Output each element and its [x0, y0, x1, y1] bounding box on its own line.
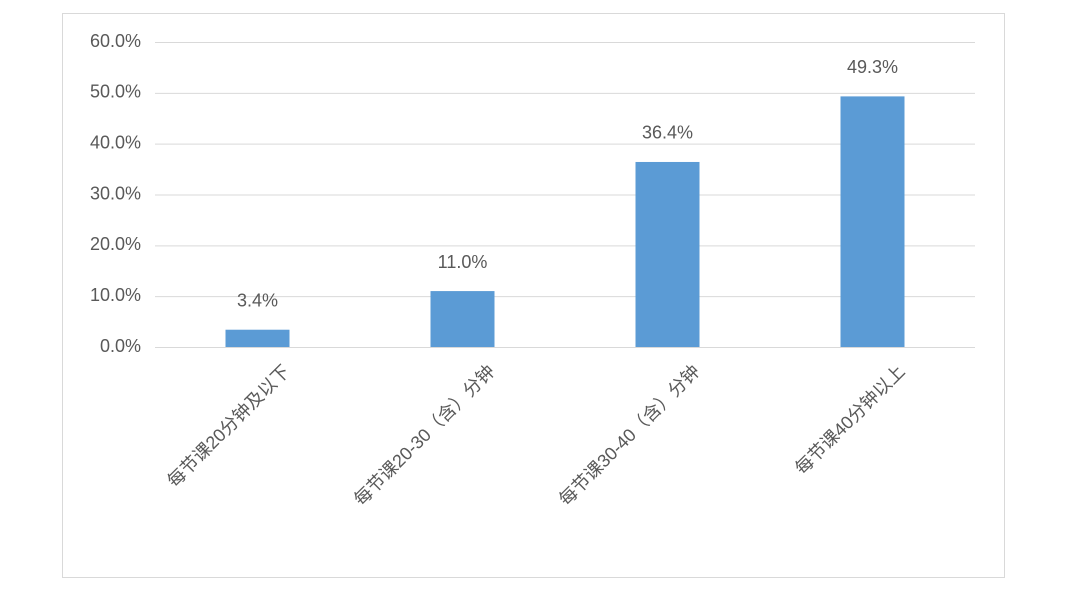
bar [635, 161, 700, 347]
y-tick-label: 10.0% [90, 285, 141, 305]
y-tick-label: 40.0% [90, 132, 141, 152]
bar [430, 291, 495, 347]
y-tick-label: 50.0% [90, 82, 141, 102]
data-label: 11.0% [438, 252, 488, 272]
bar [840, 96, 905, 348]
y-tick-label: 0.0% [100, 336, 141, 356]
y-tick-label: 20.0% [90, 234, 141, 254]
y-tick-label: 30.0% [90, 183, 141, 203]
y-tick-label: 60.0% [90, 31, 141, 51]
data-label: 49.3% [847, 57, 898, 77]
bar [225, 329, 290, 347]
data-label: 36.4% [642, 123, 693, 143]
data-label: 3.4% [237, 290, 278, 310]
